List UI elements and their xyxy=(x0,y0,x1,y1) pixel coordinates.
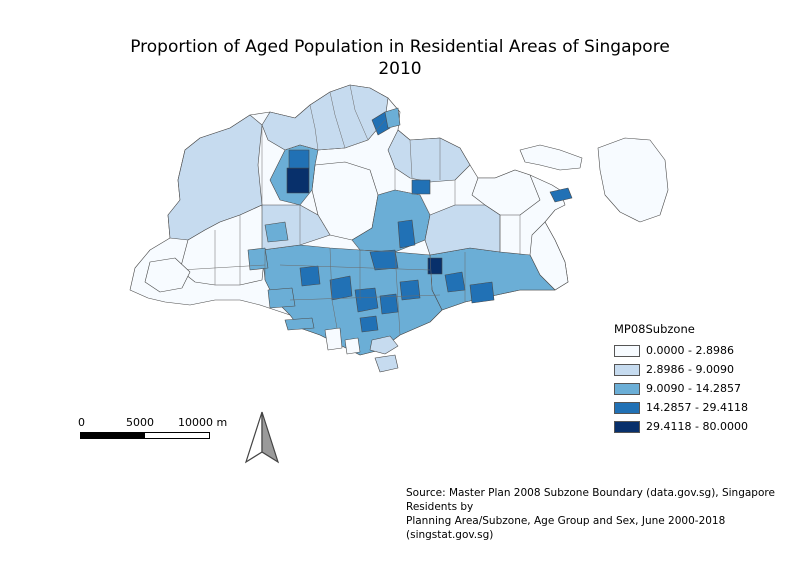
subzone-aljunied xyxy=(427,257,443,275)
island-pulau-tekong xyxy=(597,137,669,223)
island-south-1 xyxy=(374,354,399,373)
scale-bar: 0 5000 10000 m xyxy=(78,416,260,439)
island-jurong xyxy=(144,257,191,293)
map-title-year: 2010 xyxy=(378,59,422,79)
scale-label-10000: 10000 m xyxy=(178,416,228,429)
subzone-west-coast xyxy=(267,287,296,309)
subzone-bishan xyxy=(397,219,416,249)
legend-swatch xyxy=(614,401,640,414)
legend-title: MP08Subzone xyxy=(614,322,695,336)
source-line-2: Planning Area/Subzone, Age Group and Sex… xyxy=(406,515,726,541)
north-arrow-icon xyxy=(244,411,280,464)
island-south-2 xyxy=(284,317,315,331)
scale-label-0: 0 xyxy=(78,416,85,429)
subzone-dark-kranji xyxy=(286,167,310,194)
legend-swatch xyxy=(614,420,640,433)
map-legend: MP08Subzone 0.0000 - 2.8986 2.8986 - 9.0… xyxy=(614,322,748,436)
subzone-queenstown xyxy=(329,275,353,301)
subzone-kallang xyxy=(399,279,421,301)
legend-label: 29.4118 - 80.0000 xyxy=(646,420,748,433)
region-serangoon xyxy=(424,204,501,256)
subzone-yishun xyxy=(384,107,401,129)
legend-label: 9.0090 - 14.2857 xyxy=(646,382,741,395)
island-pulau-ubin xyxy=(519,144,583,171)
legend-item: 2.8986 - 9.0090 xyxy=(614,360,748,379)
legend-swatch xyxy=(614,344,640,357)
legend-item: 9.0090 - 14.2857 xyxy=(614,379,748,398)
subzone-sembawang xyxy=(371,111,391,136)
subzone-punggol xyxy=(411,179,431,195)
subzone-bukit-merah xyxy=(354,287,379,313)
legend-swatch xyxy=(614,382,640,395)
scale-bar-graphic xyxy=(80,432,210,439)
subzone-outram xyxy=(379,293,399,315)
legend-label: 14.2857 - 29.4118 xyxy=(646,401,748,414)
subzone-marine-parade xyxy=(469,281,495,304)
island-south-4 xyxy=(344,337,361,355)
subzone-mid-north xyxy=(288,149,310,169)
legend-item: 0.0000 - 2.8986 xyxy=(614,341,748,360)
source-note: Source: Master Plan 2008 Subzone Boundar… xyxy=(406,486,796,542)
subzone-geylang xyxy=(444,271,466,293)
map-title: Proportion of Aged Population in Residen… xyxy=(0,36,800,80)
subzone-pasir-ris xyxy=(549,187,573,203)
scale-label-5000: 5000 xyxy=(126,416,154,429)
legend-item: 29.4118 - 80.0000 xyxy=(614,417,748,436)
island-sentosa xyxy=(369,335,399,355)
legend-swatch xyxy=(614,363,640,376)
legend-label: 0.0000 - 2.8986 xyxy=(646,344,734,357)
map-title-line1: Proportion of Aged Population in Residen… xyxy=(130,37,670,57)
legend-label: 2.8986 - 9.0090 xyxy=(646,363,734,376)
subzone-jurong-east xyxy=(247,247,269,271)
region-seletar xyxy=(471,169,541,216)
subzone-tiong-bahru xyxy=(359,315,379,333)
source-line-1: Source: Master Plan 2008 Subzone Boundar… xyxy=(406,487,775,513)
subzone-toa-payoh xyxy=(369,249,399,271)
subzone-clementi xyxy=(299,265,321,287)
subzone-bukit-panjang xyxy=(264,221,289,243)
legend-item: 14.2857 - 29.4118 xyxy=(614,398,748,417)
island-south-3 xyxy=(324,327,343,351)
